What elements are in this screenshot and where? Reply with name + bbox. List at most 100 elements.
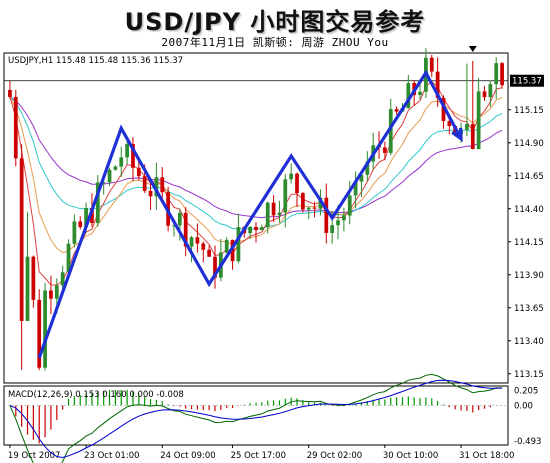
candle-body xyxy=(72,221,77,244)
candle-body xyxy=(347,195,352,216)
current-bar-marker xyxy=(468,46,477,52)
x-tick-label: 23 Oct 01:00 xyxy=(84,451,139,461)
candle-body xyxy=(84,208,88,228)
candle-body xyxy=(365,161,370,175)
macd-y-tick-label: 0.00 xyxy=(514,401,533,411)
candle-body xyxy=(101,182,106,184)
x-tick-label: 25 Oct 17:00 xyxy=(231,451,286,461)
candle-body xyxy=(330,225,335,233)
candle-body xyxy=(429,57,434,72)
ma-red-line xyxy=(9,80,503,286)
candle-body xyxy=(336,220,340,226)
candle-body xyxy=(131,144,135,168)
y-tick-label: 113.40 xyxy=(514,337,544,347)
macd-y-tick-label: 0.205 xyxy=(514,387,538,397)
candle-body xyxy=(224,239,229,253)
candle-body xyxy=(107,169,112,183)
x-tick-label: 31 Oct 18:00 xyxy=(459,451,514,461)
candle-body xyxy=(394,109,399,112)
candle-body xyxy=(500,63,504,86)
candle-body xyxy=(277,212,282,216)
candle-body xyxy=(54,285,59,299)
candle-body xyxy=(295,173,299,194)
candle-body xyxy=(359,174,364,182)
candle-body xyxy=(201,243,206,250)
candle-body xyxy=(189,237,194,247)
chart-subtitle: 2007年11月1日 凯斯顿: 周游 ZHOU You xyxy=(161,36,389,49)
candle-body xyxy=(324,197,329,233)
y-tick-label: 113.15 xyxy=(514,370,544,380)
candle-body xyxy=(113,166,118,170)
candle-body xyxy=(172,225,176,227)
candle-body xyxy=(248,226,253,234)
candle-body xyxy=(476,91,481,150)
candle-body xyxy=(447,121,452,127)
candle-body xyxy=(388,109,393,153)
candle-body xyxy=(78,221,83,228)
y-tick-label: 114.90 xyxy=(514,139,544,149)
candle-body xyxy=(90,208,94,223)
candle-body xyxy=(25,256,30,321)
candle-body xyxy=(488,84,493,98)
candle-body xyxy=(148,190,153,197)
candle-body xyxy=(19,158,24,321)
candle-body xyxy=(207,249,212,257)
candle-body xyxy=(236,227,241,262)
candle-body xyxy=(154,177,159,197)
candle-body xyxy=(230,239,235,262)
macd-main-line xyxy=(9,373,503,463)
y-tick-label: 114.40 xyxy=(514,205,544,215)
candle-body xyxy=(441,97,446,122)
candle-body xyxy=(160,177,165,193)
chart-title: USD/JPY 小时图交易参考 xyxy=(124,8,426,36)
candle-body xyxy=(95,182,100,223)
candle-body xyxy=(482,91,487,98)
y-tick-label: 114.65 xyxy=(514,172,544,182)
x-tick-label: 24 Oct 09:00 xyxy=(160,451,215,461)
candle-body xyxy=(418,91,422,96)
candle-body xyxy=(306,207,311,210)
candle-body xyxy=(37,299,42,368)
candle-body xyxy=(383,147,387,153)
x-tick-label: 19 Oct 2007 xyxy=(8,451,61,461)
candle-body xyxy=(136,167,141,177)
candle-body xyxy=(342,215,346,221)
candle-body xyxy=(283,179,288,213)
y-tick-label: 115.15 xyxy=(514,106,544,116)
main-panel-label: USDJPY,H1 115.48 115.48 115.36 115.37 xyxy=(8,56,184,66)
y-tick-label: 113.90 xyxy=(514,271,544,281)
candle-body xyxy=(265,202,270,228)
candle-body xyxy=(254,226,258,231)
candle-body xyxy=(49,290,53,299)
current-price-box xyxy=(510,74,544,87)
candle-body xyxy=(177,212,182,226)
wave-arrowhead xyxy=(451,127,463,143)
candle-body xyxy=(142,176,147,191)
candle-body xyxy=(300,193,305,210)
candle-body xyxy=(183,212,188,247)
candle-body xyxy=(195,237,200,244)
candle-body xyxy=(465,124,469,130)
candle-body xyxy=(8,89,12,97)
current-price-label: 115.37 xyxy=(512,77,542,87)
macd-signal-line xyxy=(9,379,503,459)
candle-body xyxy=(119,157,124,167)
candle-body xyxy=(43,290,47,368)
macd-panel-label: MACD(12,26,9) 0.153 0.160 0.000 -0.008 xyxy=(8,390,184,400)
macd-y-tick-label: -0.493 xyxy=(514,437,541,447)
y-tick-label: 114.15 xyxy=(514,238,544,248)
candle-body xyxy=(406,83,411,109)
candle-body xyxy=(435,71,440,98)
candle-body xyxy=(31,256,36,300)
macd-panel-frame xyxy=(3,385,509,446)
candle-body xyxy=(312,207,317,209)
candle-body xyxy=(213,256,217,278)
candle-body xyxy=(470,124,475,150)
candle-body xyxy=(125,144,129,158)
main-panel-frame xyxy=(3,52,509,384)
candle-body xyxy=(289,173,294,180)
wave-line xyxy=(37,69,463,359)
candle-body xyxy=(66,243,71,273)
x-tick-label: 29 Oct 02:00 xyxy=(307,451,362,461)
